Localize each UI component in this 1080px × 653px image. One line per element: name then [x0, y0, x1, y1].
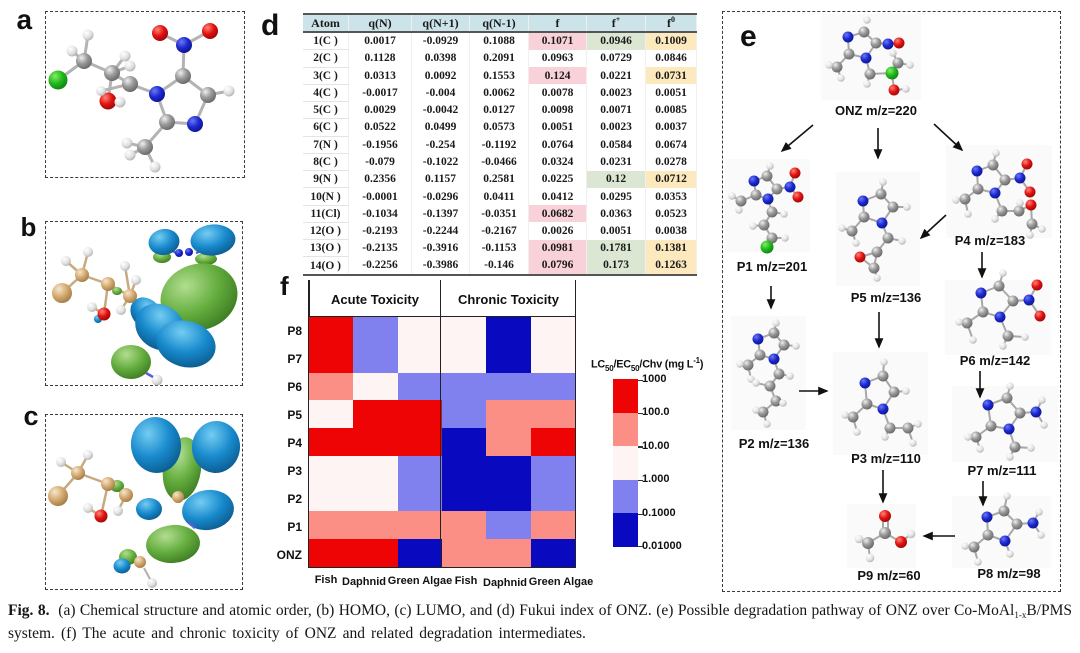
- svg-text:P4 m/z=183: P4 m/z=183: [955, 233, 1025, 248]
- svg-text:P1 m/z=201: P1 m/z=201: [737, 259, 807, 274]
- svg-text:P5 m/z=136: P5 m/z=136: [851, 290, 921, 305]
- svg-text:P2 m/z=136: P2 m/z=136: [739, 436, 809, 451]
- svg-text:P7 m/z=111: P7 m/z=111: [967, 463, 1036, 478]
- svg-text:ONZ m/z=220: ONZ m/z=220: [835, 103, 917, 118]
- svg-text:P9 m/z=60: P9 m/z=60: [857, 568, 920, 583]
- svg-text:P6 m/z=142: P6 m/z=142: [960, 353, 1030, 368]
- svg-text:P3 m/z=110: P3 m/z=110: [851, 451, 921, 466]
- svg-text:P8 m/z=98: P8 m/z=98: [977, 566, 1040, 581]
